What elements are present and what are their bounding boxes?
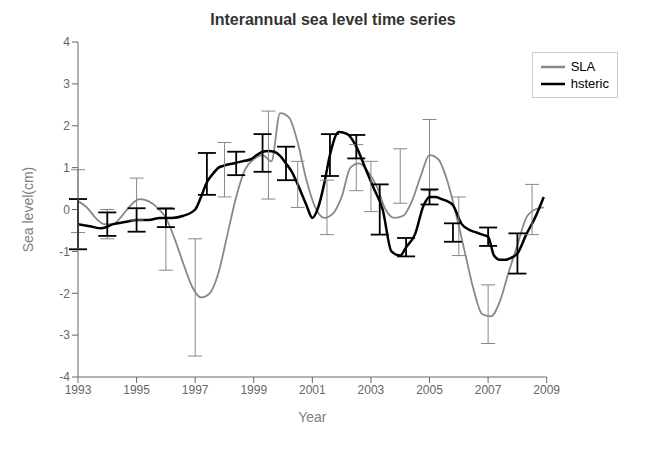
- html-text:Interannual sea level time ser: Interannual sea level time series: [210, 11, 456, 28]
- svg-text:-1: -1: [59, 245, 70, 259]
- html-text:hsteric: hsteric: [570, 76, 609, 91]
- svg-text:3: 3: [63, 77, 70, 91]
- svg-text:0: 0: [63, 203, 70, 217]
- svg-text:Sea level(cm): Sea level(cm): [20, 167, 36, 253]
- svg-text:Year: Year: [298, 409, 327, 425]
- svg-text:1997: 1997: [182, 383, 209, 397]
- svg-text:1999: 1999: [240, 383, 267, 397]
- svg-text:-4: -4: [59, 370, 70, 384]
- html-text:SLA: SLA: [570, 59, 596, 74]
- svg-text:2003: 2003: [358, 383, 385, 397]
- svg-text:1: 1: [63, 161, 70, 175]
- svg-text:2: 2: [63, 119, 70, 133]
- svg-text:2001: 2001: [299, 383, 326, 397]
- svg-text:2005: 2005: [416, 383, 443, 397]
- svg-text:-3: -3: [59, 328, 70, 342]
- svg-text:4: 4: [63, 35, 70, 49]
- svg-text:-2: -2: [59, 287, 70, 301]
- svg-text:2009: 2009: [533, 383, 560, 397]
- svg-text:1995: 1995: [123, 383, 150, 397]
- svg-text:1993: 1993: [65, 383, 92, 397]
- svg-text:2007: 2007: [475, 383, 502, 397]
